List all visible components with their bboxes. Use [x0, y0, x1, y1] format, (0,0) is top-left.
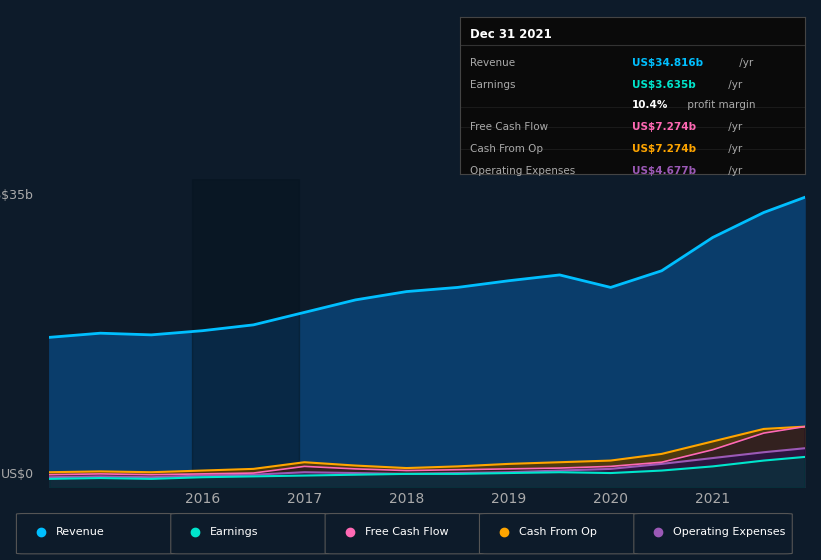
Bar: [192, 179, 300, 487]
Text: US$3.635b: US$3.635b: [632, 80, 696, 90]
Text: Free Cash Flow: Free Cash Flow: [470, 122, 548, 132]
Text: US$35b: US$35b: [0, 189, 34, 202]
Text: Operating Expenses: Operating Expenses: [470, 166, 576, 176]
Text: profit margin: profit margin: [684, 100, 755, 110]
Text: /yr: /yr: [725, 80, 742, 90]
Text: /yr: /yr: [725, 166, 742, 176]
Text: US$0: US$0: [1, 468, 34, 481]
FancyBboxPatch shape: [479, 514, 638, 554]
Text: Free Cash Flow: Free Cash Flow: [365, 527, 448, 537]
Text: Earnings: Earnings: [210, 527, 259, 537]
Text: /yr: /yr: [725, 144, 742, 154]
Text: Cash From Op: Cash From Op: [470, 144, 544, 154]
Text: /yr: /yr: [725, 122, 742, 132]
Text: /yr: /yr: [736, 58, 753, 68]
Text: Operating Expenses: Operating Expenses: [673, 527, 786, 537]
Text: Earnings: Earnings: [470, 80, 516, 90]
Text: US$7.274b: US$7.274b: [632, 144, 696, 154]
Text: US$4.677b: US$4.677b: [632, 166, 696, 176]
Text: Revenue: Revenue: [56, 527, 104, 537]
Text: 10.4%: 10.4%: [632, 100, 668, 110]
FancyBboxPatch shape: [634, 514, 792, 554]
Text: US$34.816b: US$34.816b: [632, 58, 704, 68]
Text: Dec 31 2021: Dec 31 2021: [470, 28, 552, 41]
Text: US$7.274b: US$7.274b: [632, 122, 696, 132]
FancyBboxPatch shape: [325, 514, 484, 554]
FancyBboxPatch shape: [171, 514, 329, 554]
Text: Cash From Op: Cash From Op: [519, 527, 597, 537]
Text: Revenue: Revenue: [470, 58, 516, 68]
FancyBboxPatch shape: [16, 514, 175, 554]
